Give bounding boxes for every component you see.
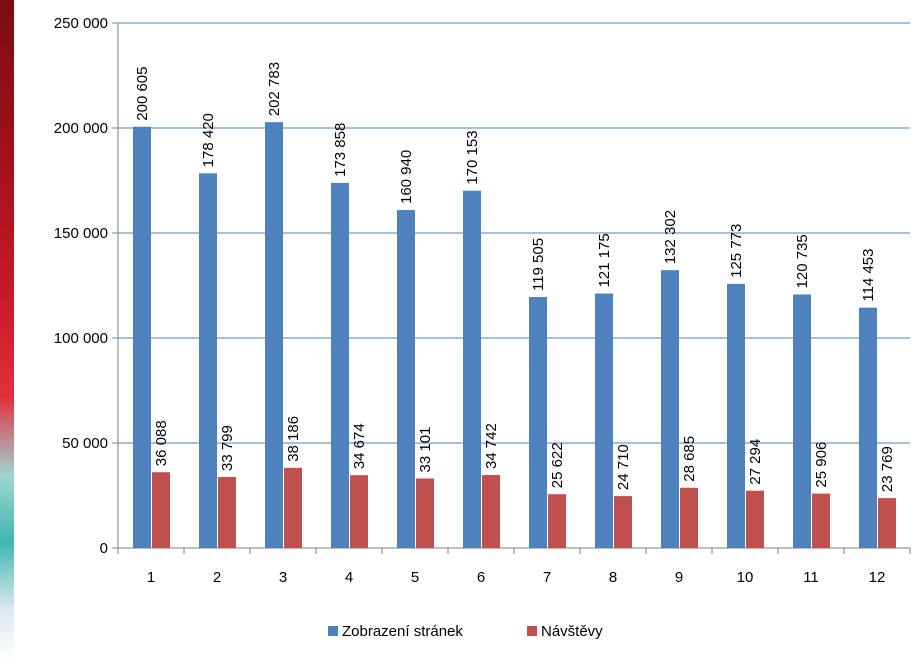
data-label: 173 858 (332, 123, 349, 177)
data-label: 25 622 (549, 442, 566, 488)
legend-swatch (527, 626, 537, 636)
legend-label: Návštěvy (541, 623, 603, 640)
bar-navstevy (284, 467, 302, 548)
data-label: 160 940 (398, 150, 415, 204)
data-label: 119 505 (530, 238, 547, 291)
x-tick-label: 4 (345, 569, 353, 586)
data-label: 125 773 (728, 224, 745, 278)
data-label: 24 710 (615, 444, 632, 490)
x-tick-label: 1 (147, 569, 155, 586)
bar-navstevy (878, 498, 896, 548)
data-labels: 200 605 178 420 202 783 173 858 160 940 170 1… (134, 62, 896, 492)
bar-zobrazeni (397, 210, 415, 548)
data-label: 202 783 (266, 62, 283, 116)
data-label: 33 101 (417, 427, 434, 473)
bar-zobrazeni (727, 283, 745, 548)
y-tick-label: 200 000 (54, 120, 108, 137)
bar-zobrazeni (133, 126, 151, 549)
data-label: 178 420 (200, 113, 217, 167)
bar-zobrazeni (463, 190, 481, 548)
data-label: 25 906 (813, 442, 830, 488)
x-tick-label: 2 (213, 569, 221, 586)
x-tick-label: 3 (279, 569, 287, 586)
data-label: 23 769 (879, 446, 896, 492)
bar-navstevy (680, 487, 698, 548)
data-label: 170 153 (464, 130, 481, 184)
bar-navstevy (416, 478, 434, 548)
x-tick-label: 6 (477, 569, 485, 586)
data-label: 121 175 (596, 233, 613, 287)
y-tick-label: 50 000 (62, 435, 108, 452)
x-tick-label: 10 (737, 569, 754, 586)
decorative-edge-strip (0, 0, 14, 661)
bar-navstevy (152, 472, 170, 548)
y-tick-label: 250 000 (54, 15, 108, 32)
bar-zobrazeni (199, 173, 217, 548)
bar-zobrazeni (331, 182, 349, 548)
data-label: 114 453 (860, 249, 877, 302)
x-tick-label: 7 (543, 569, 551, 586)
x-tick-label: 11 (803, 569, 819, 586)
bar-navstevy (218, 477, 236, 548)
legend-label: Zobrazení stránek (342, 623, 463, 640)
y-tick-label: 150 000 (54, 225, 108, 242)
data-label: 34 742 (483, 423, 500, 469)
bar-zobrazeni (595, 293, 613, 548)
bar-zobrazeni (793, 294, 811, 548)
y-tick-label: 0 (100, 540, 108, 557)
data-label: 34 674 (351, 423, 368, 469)
data-label: 120 735 (794, 234, 811, 288)
data-label: 27 294 (747, 439, 764, 485)
data-label: 38 186 (285, 416, 302, 462)
bar-zobrazeni (265, 122, 283, 548)
x-tick-label: 5 (411, 569, 419, 586)
bars (133, 122, 896, 549)
bar-zobrazeni (661, 270, 679, 548)
x-tick-label: 8 (609, 569, 617, 586)
legend: Zobrazení stránek Návštěvy (328, 623, 603, 640)
bar-zobrazeni (529, 297, 547, 548)
bar-navstevy (614, 496, 632, 548)
data-label: 28 685 (681, 436, 698, 482)
data-label: 200 605 (134, 66, 151, 120)
data-label: 33 799 (219, 425, 236, 471)
gridlines (118, 22, 910, 444)
legend-swatch (328, 626, 338, 636)
bar-navstevy (548, 494, 566, 548)
data-label: 36 088 (153, 420, 170, 466)
bar-navstevy (350, 475, 368, 548)
x-tick-label: 12 (869, 569, 886, 586)
y-tick-label: 100 000 (54, 330, 108, 347)
bar-navstevy (746, 490, 764, 548)
bar-zobrazeni (859, 307, 877, 548)
x-tick-label: 9 (675, 569, 683, 586)
bar-navstevy (482, 475, 500, 548)
bar-navstevy (812, 493, 830, 548)
data-label: 132 302 (662, 210, 679, 264)
